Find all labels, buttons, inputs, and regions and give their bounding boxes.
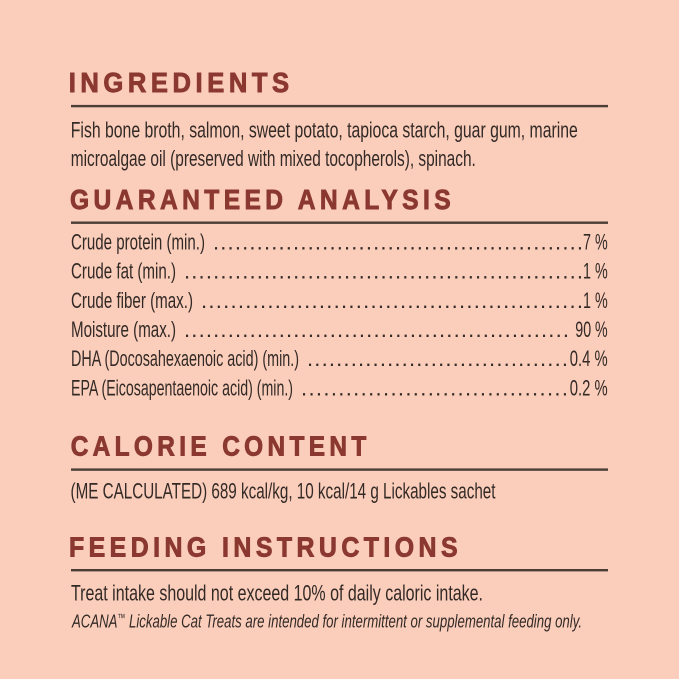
svg-text:Moisture (max.): Moisture (max.) — [71, 317, 176, 342]
svg-text:(ME CALCULATED) 689 kcal/kg, 1: (ME CALCULATED) 689 kcal/kg, 10 kcal/14 … — [71, 478, 496, 503]
svg-text:GUARANTEED ANALYSIS: GUARANTEED ANALYSIS — [70, 184, 455, 215]
svg-text:..............................: ........................................… — [184, 317, 569, 342]
svg-text:INGREDIENTS: INGREDIENTS — [69, 67, 294, 98]
svg-text:..............................: .................................... — [307, 346, 568, 371]
svg-text:ACANA™ Lickable Cat Treats are: ACANA™ Lickable Cat Treats are intended … — [71, 611, 582, 632]
svg-text:Treat intake should not exceed: Treat intake should not exceed 10% of da… — [71, 580, 483, 605]
svg-text:CALORIE CONTENT: CALORIE CONTENT — [71, 431, 371, 462]
svg-text:1 %: 1 % — [583, 259, 608, 284]
svg-text:90 %: 90 % — [575, 317, 607, 342]
svg-text:..............................: .................................... — [301, 375, 568, 400]
svg-text:Crude fiber (max.): Crude fiber (max.) — [71, 288, 193, 313]
svg-text:..............................: ........................................… — [184, 259, 583, 284]
svg-text:Crude protein (min.): Crude protein (min.) — [71, 230, 205, 255]
svg-text:..............................: ........................................… — [213, 230, 583, 255]
svg-text:1 %: 1 % — [583, 288, 608, 313]
svg-text:FEEDING INSTRUCTIONS: FEEDING INSTRUCTIONS — [69, 532, 462, 563]
svg-text:7 %: 7 % — [583, 230, 608, 255]
svg-text:EPA (Eicosapentaenoic acid) (m: EPA (Eicosapentaenoic acid) (min.) — [71, 375, 293, 400]
svg-text:microalgae oil (preserved with: microalgae oil (preserved with mixed toc… — [71, 146, 476, 171]
svg-text:DHA (Docosahexaenoic acid) (mi: DHA (Docosahexaenoic acid) (min.) — [71, 346, 299, 371]
svg-text:0.2 %: 0.2 % — [570, 375, 608, 400]
svg-text:0.4 %: 0.4 % — [570, 346, 608, 371]
svg-text:..............................: ........................................… — [201, 288, 583, 313]
svg-text:Fish bone broth, salmon, sweet: Fish bone broth, salmon, sweet potato, t… — [71, 117, 578, 142]
svg-text:Crude fat (min.): Crude fat (min.) — [71, 259, 176, 284]
